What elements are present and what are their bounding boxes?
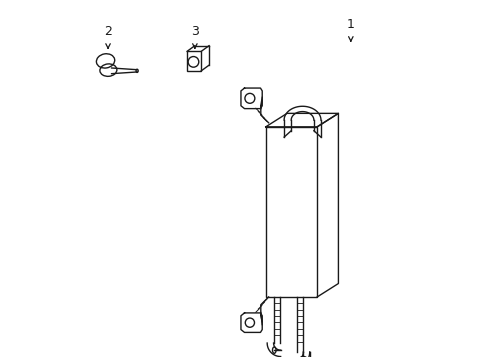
Text: 3: 3	[190, 25, 199, 38]
Bar	[187, 51, 201, 71]
Bar	[265, 127, 317, 297]
Text: 1: 1	[346, 18, 354, 31]
Text: 2: 2	[104, 25, 112, 38]
